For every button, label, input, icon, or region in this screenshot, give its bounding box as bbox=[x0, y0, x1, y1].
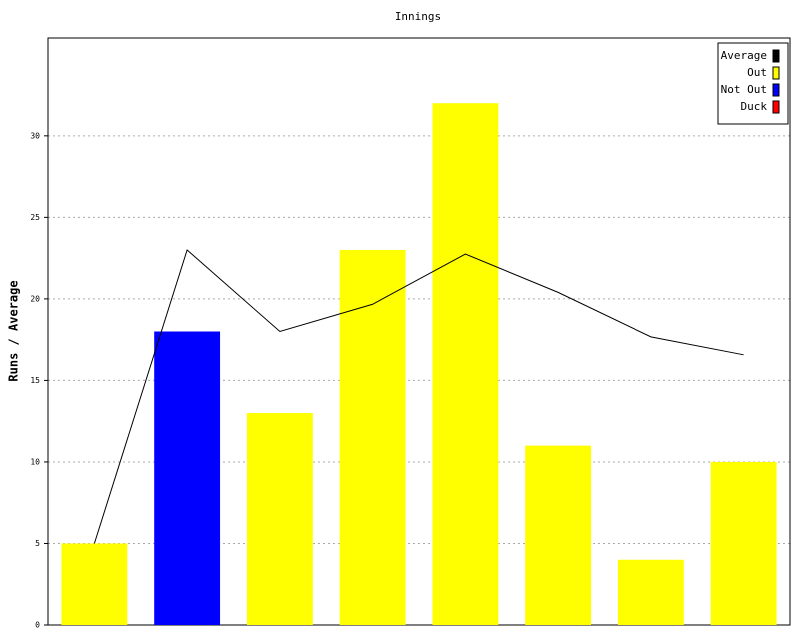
bar bbox=[246, 413, 313, 625]
y-axis-label: Runs / Average bbox=[7, 280, 21, 381]
legend-swatch bbox=[772, 83, 780, 97]
legend-label: Out bbox=[747, 66, 767, 79]
bar bbox=[432, 103, 499, 625]
bar bbox=[61, 543, 128, 625]
plot-frame bbox=[47, 37, 791, 626]
y-tick-label: 10 bbox=[30, 457, 40, 466]
bar bbox=[339, 249, 406, 625]
bar bbox=[154, 331, 221, 625]
legend-swatch bbox=[772, 100, 780, 114]
y-tick-label: 20 bbox=[30, 294, 40, 303]
y-tick-label: 5 bbox=[35, 539, 40, 548]
bar bbox=[525, 445, 592, 625]
legend-swatch bbox=[772, 49, 780, 63]
y-tick-label: 30 bbox=[30, 131, 40, 140]
y-tick-label: 15 bbox=[30, 376, 40, 385]
legend-label: Not Out bbox=[721, 83, 767, 96]
chart-title: Innings bbox=[395, 10, 441, 23]
bar bbox=[617, 559, 684, 625]
bar bbox=[710, 461, 777, 625]
line bbox=[93, 249, 744, 544]
legend-label: Duck bbox=[741, 100, 768, 113]
y-tick-label: 25 bbox=[30, 213, 40, 222]
y-tick-label: 0 bbox=[35, 621, 40, 630]
legend-label: Average bbox=[721, 49, 767, 62]
legend-swatch bbox=[772, 66, 780, 80]
